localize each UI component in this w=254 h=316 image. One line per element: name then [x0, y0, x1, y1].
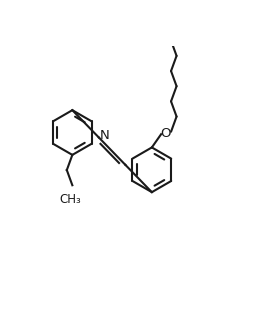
- Text: CH₃: CH₃: [59, 193, 81, 206]
- Text: O: O: [160, 127, 171, 140]
- Text: CH₃: CH₃: [169, 0, 190, 3]
- Text: N: N: [100, 129, 110, 142]
